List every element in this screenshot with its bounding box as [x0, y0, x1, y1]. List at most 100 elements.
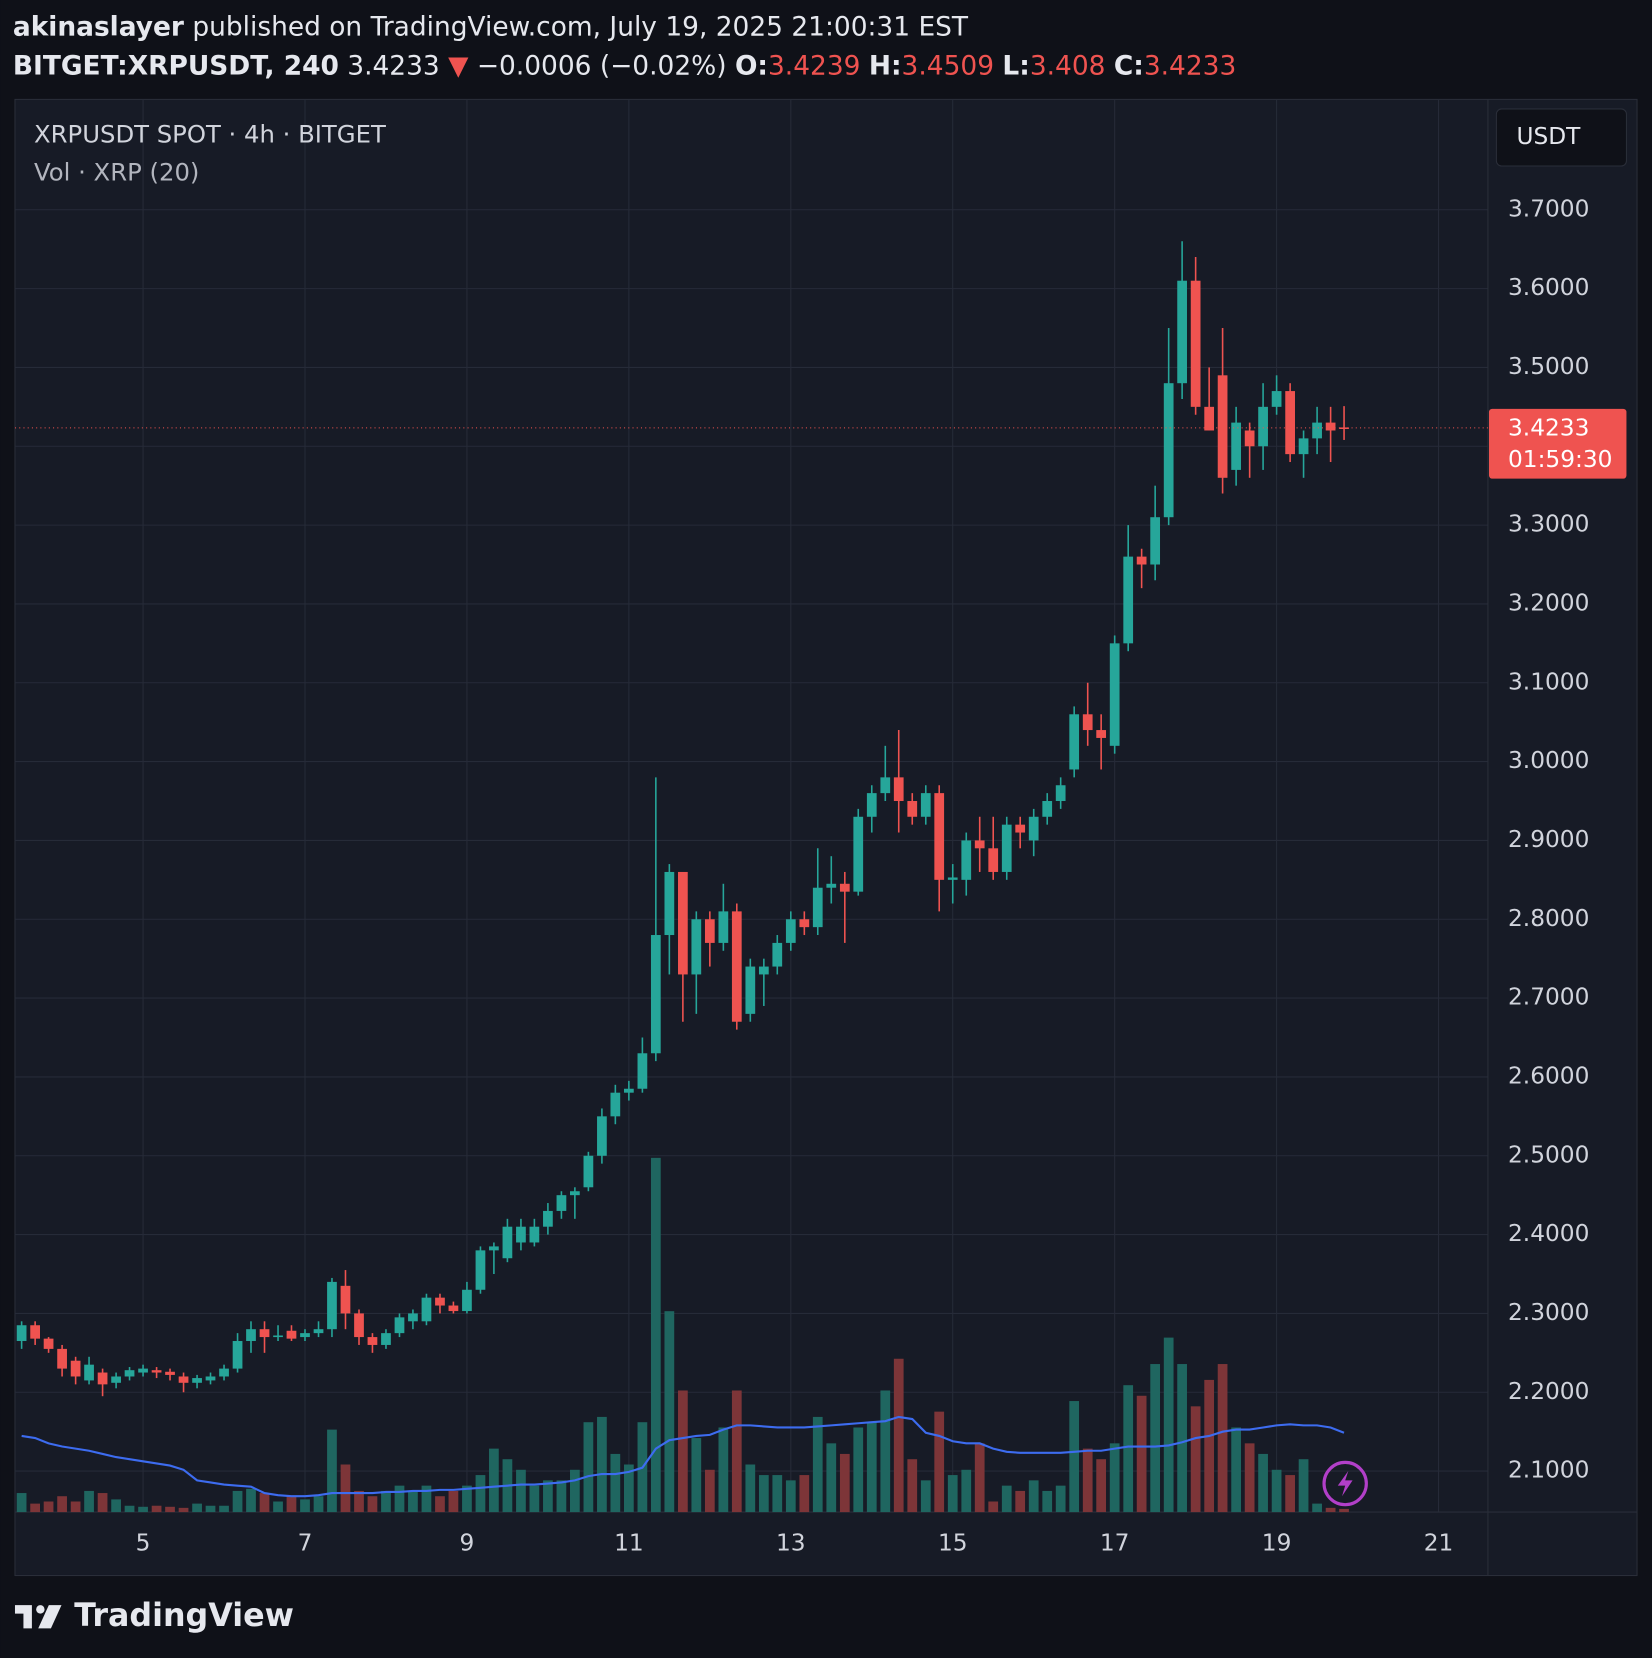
y-tick-label: 2.9000: [1508, 826, 1589, 853]
volume-bar: [1042, 1490, 1053, 1513]
alert-icon[interactable]: [1322, 1460, 1368, 1507]
symbol: BITGET:XRPUSDT, 240: [13, 50, 339, 81]
logo-slash: [38, 1605, 62, 1629]
volume-bar: [718, 1427, 729, 1513]
volume-bar: [799, 1475, 810, 1513]
y-tick-label: 2.4000: [1508, 1220, 1589, 1247]
candle-body: [43, 1338, 54, 1349]
volume-bar: [704, 1469, 715, 1513]
volume-bar: [300, 1499, 310, 1513]
candle-body: [340, 1285, 351, 1314]
brand-name: TradingView: [74, 1598, 294, 1634]
candle-body: [435, 1297, 445, 1306]
volume-bar: [974, 1443, 985, 1513]
volume-bar: [246, 1488, 256, 1513]
candle-body: [1231, 422, 1241, 470]
candle-body: [124, 1370, 135, 1377]
candle-body: [178, 1376, 189, 1383]
candle-body: [1271, 391, 1282, 407]
volume-bar: [678, 1390, 688, 1513]
candle-body: [421, 1297, 432, 1322]
y-tick-label: 2.1000: [1508, 1457, 1589, 1484]
volume-bar: [691, 1438, 702, 1513]
volume-bar: [569, 1469, 580, 1513]
volume-bar: [462, 1485, 472, 1513]
x-tick-label: 21: [1424, 1529, 1454, 1556]
volume-bar: [1069, 1401, 1080, 1513]
candle-body: [313, 1329, 324, 1334]
author: akinaslayer: [13, 11, 184, 42]
volume-bar: [934, 1411, 945, 1513]
candle-body: [678, 871, 688, 975]
high-label: H:: [869, 50, 902, 81]
candle-body: [1055, 785, 1066, 802]
candle-body: [691, 919, 702, 975]
x-tick-label: 15: [938, 1529, 968, 1556]
volume-bar: [1163, 1337, 1174, 1513]
x-tick-label: 11: [614, 1529, 644, 1556]
candle-body: [543, 1210, 553, 1227]
candle-body: [394, 1317, 405, 1334]
candle-body: [1217, 375, 1228, 478]
candle-body: [327, 1281, 337, 1330]
price-tag-countdown: 01:59:30: [1508, 446, 1612, 473]
volume-bar: [866, 1422, 877, 1513]
chart-title: XRPUSDT SPOT · 4h · BITGET: [34, 119, 386, 148]
volume-bar: [124, 1505, 135, 1513]
candle-body: [772, 942, 783, 967]
high-value: 3.4509: [902, 50, 994, 81]
candle-body: [812, 887, 823, 928]
candle-body: [1042, 801, 1053, 817]
volume-bar: [1325, 1507, 1336, 1513]
volume-bar: [610, 1453, 621, 1513]
candle-body: [1298, 438, 1309, 455]
currency-button[interactable]: [1495, 108, 1627, 167]
low-label: L:: [1002, 50, 1029, 81]
volume-bar: [354, 1490, 364, 1513]
symbol-line: BITGET:XRPUSDT, 240 3.4233 ▼ −0.0006 (−0…: [13, 50, 1236, 81]
candle-body: [880, 777, 891, 794]
currency-label[interactable]: USDT: [1516, 123, 1581, 150]
candle-body: [1177, 280, 1187, 384]
volume-bar: [1244, 1443, 1255, 1513]
volume-bar: [1190, 1406, 1201, 1513]
volume-bar: [273, 1501, 283, 1513]
candle-body: [502, 1226, 513, 1259]
last-price: 3.4233: [347, 50, 439, 81]
y-tick-label: 2.2000: [1508, 1378, 1589, 1405]
candle-body: [408, 1313, 418, 1322]
volume-bar: [812, 1416, 823, 1513]
candle-body: [1028, 816, 1039, 841]
volume-legend: Vol · XRP (20): [34, 157, 199, 186]
x-tick-label: 7: [298, 1529, 313, 1556]
candle-body: [826, 883, 837, 888]
y-tick-label: 2.6000: [1508, 1062, 1589, 1089]
candle-body: [664, 871, 675, 936]
volume-bar: [1123, 1385, 1134, 1513]
volume-bar: [907, 1459, 918, 1513]
volume-bar: [1177, 1364, 1187, 1513]
volume-bar: [529, 1485, 540, 1513]
price-tag: [1488, 408, 1627, 479]
volume-ma-line: [21, 1415, 1345, 1498]
candle-body: [1204, 406, 1215, 431]
volume-bar: [772, 1475, 783, 1513]
volume-bar: [151, 1505, 162, 1513]
volume-bar: [1015, 1490, 1026, 1513]
brand-logo: TradingView: [14, 1598, 294, 1634]
header-line: akinaslayer published on TradingView.com…: [13, 11, 969, 42]
candle-body: [569, 1191, 580, 1196]
volume-bar: [111, 1499, 121, 1513]
volume-bar: [556, 1480, 567, 1513]
volume-bar: [138, 1506, 148, 1513]
series: [14, 241, 1488, 1513]
candle-body: [704, 919, 715, 943]
volume-bar: [1312, 1503, 1322, 1513]
volume-bar: [165, 1506, 175, 1513]
volume-bar: [988, 1501, 999, 1513]
volume-bar: [286, 1496, 297, 1513]
volume-bar: [381, 1490, 391, 1513]
volume-bar: [650, 1157, 661, 1513]
